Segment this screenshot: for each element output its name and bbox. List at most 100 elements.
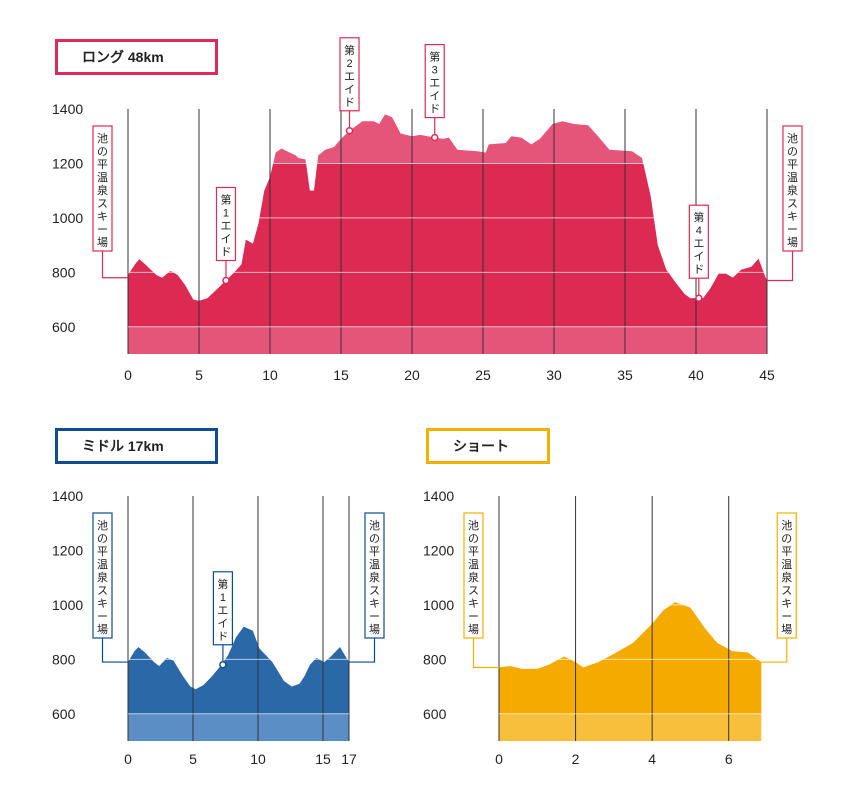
middle-aid-label-char: 第 xyxy=(217,577,228,591)
short-start-label-char: ー xyxy=(781,611,792,623)
long-start-label-char: 池 xyxy=(787,132,798,145)
long-aid-label-char: イ xyxy=(220,234,231,246)
long-xtick-15: 15 xyxy=(333,367,349,383)
long-start-label-char: ー xyxy=(97,224,108,236)
middle-aid-label-char: 1 xyxy=(220,592,226,604)
short-xtick-0: 0 xyxy=(495,751,503,767)
long-aid-label-char: 4 xyxy=(696,225,702,237)
long-start-label-char: 温 xyxy=(97,171,108,184)
short-ytick-1000: 1000 xyxy=(423,597,454,613)
long-aid-label-char: 第 xyxy=(344,43,355,57)
short-start-label-char: 場 xyxy=(468,623,479,636)
long-xtick-35: 35 xyxy=(617,367,633,383)
short-start-label-char: 池 xyxy=(781,519,792,532)
middle-ytick-1000: 1000 xyxy=(52,597,83,613)
long-course-title: ロング 48km xyxy=(55,39,218,75)
long-aid-label-char: 2 xyxy=(346,58,352,70)
long-ytick-1400: 1400 xyxy=(52,101,83,117)
long-aid-label-char: ド xyxy=(344,97,355,109)
short-start-label-char: 平 xyxy=(468,546,479,558)
long-start-label-char: 泉 xyxy=(787,183,798,197)
middle-start-label-char: ー xyxy=(97,611,108,623)
long-aid-label-char: エ xyxy=(429,78,440,90)
short-elevation-band xyxy=(499,602,762,714)
middle-aid-label-char: イ xyxy=(217,618,228,630)
long-aid-label-char: 3 xyxy=(432,65,438,77)
long-aid-label-box-3 xyxy=(424,43,445,119)
middle-start-label-char: ー xyxy=(369,611,380,623)
long-aid-label-char: エ xyxy=(220,221,231,233)
middle-xtick-5: 5 xyxy=(189,751,197,767)
middle-ytick-1200: 1200 xyxy=(52,542,83,558)
middle-start-label-char: キ xyxy=(369,598,380,610)
long-start-label-char: ー xyxy=(787,224,798,236)
long-aid-label-char: イ xyxy=(693,251,704,263)
middle-start-label-char: 池 xyxy=(97,519,108,532)
short-start-label-char: 平 xyxy=(781,546,792,558)
short-start-label-char: の xyxy=(468,533,479,545)
long-aid-label-char: ド xyxy=(220,247,231,259)
short-start-label-char: キ xyxy=(781,598,792,610)
short-ytick-1200: 1200 xyxy=(423,542,454,558)
short-ytick-800: 800 xyxy=(423,651,447,667)
short-start-label-char: 泉 xyxy=(781,570,792,584)
long-start-label-char: の xyxy=(787,146,798,158)
short-xtick-2: 2 xyxy=(572,751,580,767)
short-start-label-char: の xyxy=(781,533,792,545)
middle-xtick-15: 15 xyxy=(315,751,331,767)
middle-start-label-char: 池 xyxy=(369,519,380,532)
middle-start-label-char: ス xyxy=(369,585,380,597)
long-start-label-char: 平 xyxy=(787,159,798,171)
long-xtick-0: 0 xyxy=(124,367,132,383)
long-aid-label-char: ド xyxy=(429,104,440,116)
middle-xtick-10: 10 xyxy=(250,751,266,767)
middle-start-label-char: 泉 xyxy=(97,570,108,584)
middle-start-label-char: 泉 xyxy=(369,570,380,584)
short-start-label-char: ー xyxy=(468,611,479,623)
long-xtick-40: 40 xyxy=(688,367,704,383)
long-start-label-char: ス xyxy=(97,198,108,210)
middle-start-label-char: キ xyxy=(97,598,108,610)
middle-start-label-char: 温 xyxy=(97,558,108,571)
middle-start-label-char: 平 xyxy=(97,546,108,558)
long-aid-label-char: 第 xyxy=(693,210,704,224)
long-aid-marker-3 xyxy=(430,133,439,142)
long-xtick-20: 20 xyxy=(404,367,420,383)
short-ytick-1400: 1400 xyxy=(423,488,454,504)
long-start-label-char: の xyxy=(97,146,108,158)
middle-aid-label-char: ド xyxy=(217,631,228,643)
long-aid-label-char: エ xyxy=(344,71,355,83)
long-xtick-45: 45 xyxy=(759,367,775,383)
middle-start-label-line-2 xyxy=(349,638,376,663)
long-xtick-30: 30 xyxy=(546,367,562,383)
middle-ytick-1400: 1400 xyxy=(52,488,83,504)
middle-start-label-char: の xyxy=(369,533,380,545)
long-start-label-char: キ xyxy=(787,211,798,223)
long-xtick-10: 10 xyxy=(262,367,278,383)
long-start-label-line-0 xyxy=(101,251,128,279)
long-start-label-char: キ xyxy=(97,211,108,223)
short-start-label-char: キ xyxy=(468,598,479,610)
long-start-label-line-5 xyxy=(767,251,794,282)
middle-start-label-char: の xyxy=(97,533,108,545)
short-start-label-char: ス xyxy=(468,585,479,597)
short-xtick-6: 6 xyxy=(725,751,733,767)
middle-start-label-char: 場 xyxy=(369,623,380,636)
middle-xtick-17: 17 xyxy=(341,751,357,767)
long-start-label-char: 場 xyxy=(787,236,798,249)
long-aid-label-char: イ xyxy=(344,84,355,96)
short-start-label-char: 温 xyxy=(781,558,792,571)
middle-course-title: ミドル 17km xyxy=(55,428,218,464)
middle-xtick-0: 0 xyxy=(124,751,132,767)
long-aid-marker-2 xyxy=(345,127,354,135)
long-aid-label-char: 第 xyxy=(220,193,231,207)
short-xtick-4: 4 xyxy=(648,751,656,767)
short-start-label-char: 泉 xyxy=(468,570,479,584)
long-xtick-25: 25 xyxy=(475,367,491,383)
long-ytick-1200: 1200 xyxy=(52,155,83,171)
short-start-label-line-0 xyxy=(472,638,499,669)
middle-aid-marker-1 xyxy=(219,661,227,669)
middle-start-label-char: 温 xyxy=(369,558,380,571)
